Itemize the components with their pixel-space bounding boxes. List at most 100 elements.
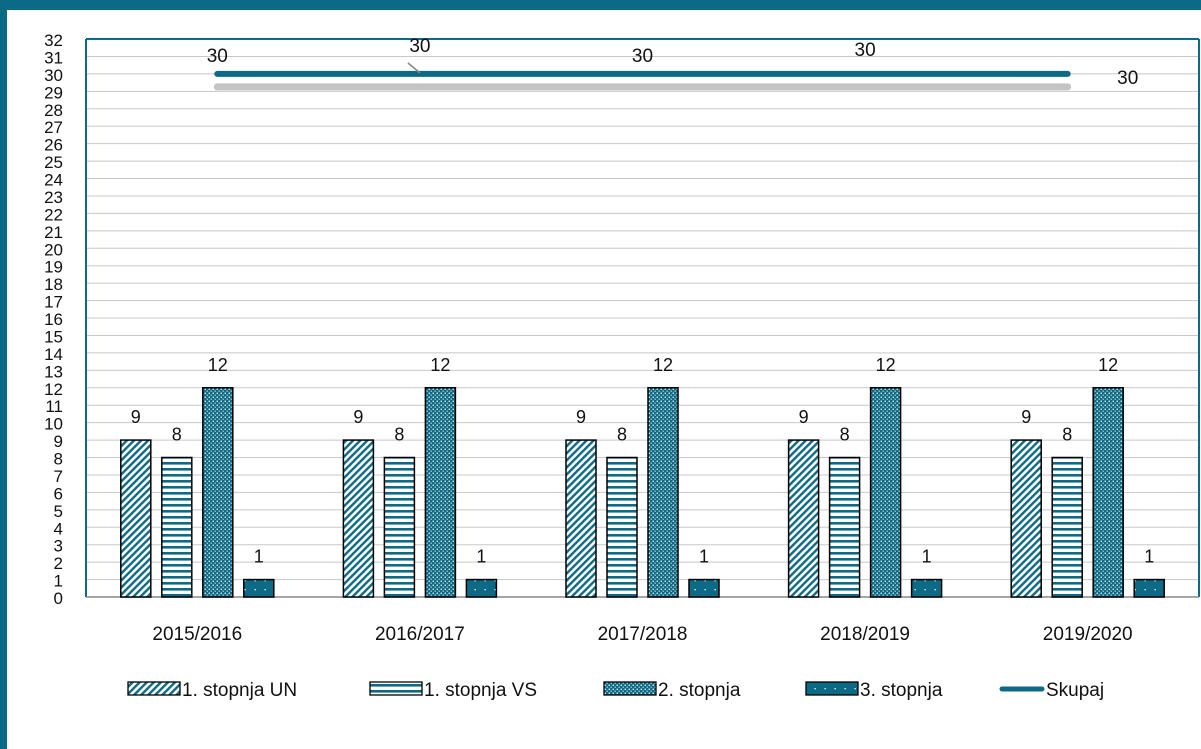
- bar-value-label: 8: [840, 425, 850, 445]
- y-tick-label: 21: [44, 223, 63, 242]
- y-tick-label: 32: [44, 31, 63, 50]
- bar-4: [243, 578, 275, 598]
- y-tick-label: 18: [44, 275, 63, 294]
- line-value-label: 30: [409, 36, 430, 57]
- bar-1: [1010, 439, 1042, 598]
- y-tick-label: 4: [54, 519, 63, 538]
- legend-item: 1. stopnja UN: [127, 680, 297, 701]
- y-tick-label: 10: [44, 415, 63, 434]
- y-tick-label: 12: [44, 380, 63, 399]
- y-tick-label: 29: [44, 83, 63, 102]
- bar-value-label: 12: [208, 355, 228, 375]
- y-tick-label: 23: [44, 188, 63, 207]
- bar-1: [120, 439, 152, 598]
- bar-value-label: 1: [922, 547, 932, 567]
- legend-item: 1. stopnja VS: [369, 680, 537, 701]
- data-labels: 9 8 12 1 9 8 12 1 9 8 12 1 9 8 12 1 9 8 12 1 30 30 30 30 30: [131, 36, 1154, 567]
- y-tick-label: 1: [54, 572, 63, 591]
- bar-2: [828, 456, 861, 598]
- bar-2: [606, 456, 638, 598]
- line-value-label: 30: [855, 40, 876, 61]
- y-tick-label: 0: [54, 589, 63, 608]
- legend-swatch: [603, 681, 657, 696]
- bar-value-label: 8: [1062, 425, 1072, 445]
- legend-item: 2. stopnja: [603, 680, 741, 701]
- bar-value-label: 1: [254, 547, 264, 567]
- legend-swatch: [127, 681, 181, 696]
- y-tick-label: 3: [54, 537, 63, 556]
- bar-value-label: 8: [617, 425, 627, 445]
- line-value-label: 30: [1117, 68, 1138, 89]
- bar-4: [688, 578, 720, 598]
- bar-3: [869, 387, 902, 598]
- y-tick-labels: 0123456789101112131415161718192021222324…: [44, 31, 63, 608]
- bar-1: [342, 439, 375, 598]
- bar-value-label: 9: [131, 407, 141, 427]
- bar-value-label: 1: [699, 547, 709, 567]
- y-tick-label: 14: [44, 345, 63, 364]
- y-tick-label: 11: [45, 397, 63, 416]
- bar-3: [202, 387, 234, 598]
- y-tick-label: 16: [44, 310, 63, 329]
- bar-4: [1133, 578, 1165, 598]
- bar-value-label: 8: [394, 425, 404, 445]
- grid-lines: [86, 38, 1199, 581]
- y-tick-label: 7: [54, 467, 63, 486]
- label-leader-line: [407, 62, 421, 74]
- y-tick-label: 22: [44, 205, 63, 224]
- x-tick-label: 2019/2020: [1043, 624, 1133, 645]
- legend-item: Skupaj: [999, 680, 1104, 701]
- bar-3: [647, 387, 679, 598]
- y-tick-label: 20: [44, 240, 63, 259]
- x-tick-labels: 2015/2016 2016/2017 2017/2018 2018/2019 2019…: [152, 624, 1132, 645]
- bar-2: [1051, 456, 1083, 598]
- y-tick-label: 17: [44, 293, 63, 312]
- legend-label: Skupaj: [1046, 680, 1104, 701]
- bar-1: [787, 439, 820, 598]
- x-tick-label: 2017/2018: [598, 624, 688, 645]
- bar-value-label: 12: [1098, 355, 1118, 375]
- total-line: [213, 62, 1072, 91]
- y-tick-label: 8: [54, 450, 63, 469]
- line-value-label: 30: [207, 46, 228, 67]
- bar-4: [465, 578, 498, 598]
- y-tick-label: 15: [44, 327, 63, 346]
- x-tick-label: 2018/2019: [820, 624, 910, 645]
- legend-label: 1. stopnja VS: [424, 680, 537, 701]
- x-tick-label: 2015/2016: [152, 624, 242, 645]
- bar-2: [383, 456, 416, 598]
- y-tick-label: 5: [54, 502, 63, 521]
- y-tick-label: 24: [44, 171, 63, 190]
- y-tick-label: 2: [54, 554, 63, 573]
- legend-label: 1. stopnja UN: [182, 680, 297, 701]
- y-tick-label: 28: [44, 101, 63, 120]
- bar-value-label: 9: [576, 407, 586, 427]
- y-tick-label: 9: [54, 432, 63, 451]
- legend: 1. stopnja UN 1. stopnja VS 2. stopnja 3. s…: [127, 680, 1104, 701]
- bar-2: [161, 456, 193, 598]
- legend-item: 3. stopnja: [805, 680, 943, 701]
- bar-value-label: 12: [876, 355, 896, 375]
- y-tick-label: 6: [54, 484, 63, 503]
- bar-4: [910, 578, 943, 598]
- legend-label: 3. stopnja: [860, 680, 943, 701]
- y-tick-label: 13: [44, 362, 63, 381]
- bar-value-label: 12: [430, 355, 450, 375]
- bar-value-label: 9: [353, 407, 363, 427]
- bar-value-label: 1: [476, 547, 486, 567]
- bars: [120, 387, 1165, 598]
- bar-3: [1092, 387, 1124, 598]
- y-tick-label: 30: [44, 66, 63, 85]
- y-tick-label: 31: [44, 48, 63, 67]
- legend-swatch: [369, 681, 423, 696]
- bar-value-label: 8: [172, 425, 182, 445]
- y-tick-label: 27: [44, 118, 63, 137]
- y-tick-label: 25: [44, 153, 63, 172]
- x-tick-label: 2016/2017: [375, 624, 465, 645]
- legend-swatch: [805, 681, 859, 696]
- y-tick-label: 26: [44, 136, 63, 155]
- bar-value-label: 1: [1144, 547, 1154, 567]
- line-value-label: 30: [632, 46, 653, 67]
